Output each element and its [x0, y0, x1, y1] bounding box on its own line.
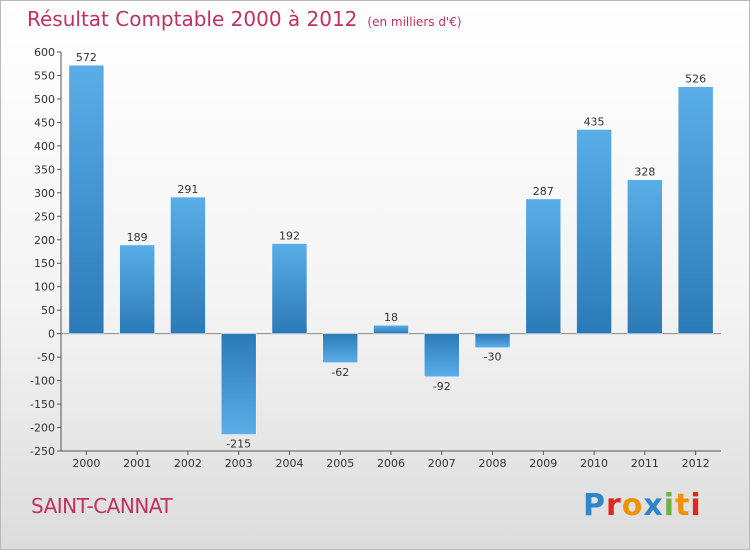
y-tick-label: 400 — [34, 140, 55, 153]
x-tick-label: 2003 — [225, 457, 253, 470]
x-tick-label: 2007 — [428, 457, 456, 470]
data-labels: 572 189 291 -215 192 -62 18 -92 -30 287 435 328 526 — [76, 51, 706, 450]
bar — [525, 198, 562, 334]
data-label: 18 — [384, 311, 398, 324]
y-tick-label: 550 — [34, 69, 55, 82]
data-label: 328 — [634, 166, 655, 179]
data-label: 189 — [127, 231, 148, 244]
y-tick-label: -200 — [30, 422, 55, 435]
logo-letter: P — [583, 488, 606, 523]
bar — [627, 179, 663, 334]
x-tick-label: 2009 — [529, 457, 557, 470]
bar — [424, 333, 460, 378]
title-unit: (en milliers d'€) — [367, 15, 462, 29]
data-label: 291 — [177, 183, 198, 196]
bar — [119, 244, 155, 334]
x-tick-label: 2004 — [275, 457, 303, 470]
logo-letter: i — [690, 488, 702, 523]
logo-letter: x — [643, 488, 664, 523]
logo-letter: r — [606, 488, 622, 523]
bar — [322, 333, 358, 364]
x-tick-label: 2002 — [174, 457, 202, 470]
y-tick-label: -100 — [30, 375, 55, 388]
y-tick-label: 0 — [48, 328, 55, 341]
y-tick-label: -50 — [37, 351, 55, 364]
y-tick-label: 500 — [34, 93, 55, 106]
data-label: 435 — [584, 115, 605, 128]
y-tick-label: 50 — [41, 304, 55, 317]
data-label: 192 — [279, 230, 300, 243]
y-tick-label: -250 — [30, 445, 55, 458]
x-tick-label: 2008 — [479, 457, 507, 470]
y-tick-label: 300 — [34, 187, 55, 200]
y-tick-label: 200 — [34, 234, 55, 247]
x-tick-label: 2000 — [72, 457, 100, 470]
y-tick-label: 600 — [34, 46, 55, 59]
logo-letter: o — [621, 488, 644, 523]
data-label: -30 — [484, 351, 502, 364]
title-main: Résultat Comptable 2000 à 2012 — [27, 7, 358, 31]
bars — [68, 64, 714, 435]
data-label: -62 — [331, 366, 349, 379]
x-tick-label: 2010 — [580, 457, 608, 470]
city-name: SAINT-CANNAT — [31, 494, 173, 518]
axes: 600550500450400350300250200150100500-50-… — [30, 46, 721, 470]
logo-letter: i — [663, 488, 676, 523]
x-tick-label: 2006 — [377, 457, 405, 470]
y-tick-label: 250 — [34, 210, 55, 223]
x-tick-label: 2001 — [123, 457, 151, 470]
x-tick-label: 2012 — [682, 457, 710, 470]
logo-letter: t — [675, 488, 691, 523]
chart-title: Résultat Comptable 2000 à 2012 (en millie… — [27, 7, 462, 31]
y-tick-label: 450 — [34, 116, 55, 129]
bar — [68, 64, 105, 334]
data-label: 572 — [76, 51, 97, 64]
bar — [677, 86, 714, 334]
bar — [170, 196, 206, 334]
data-label: 526 — [685, 73, 706, 86]
proxiti-logo[interactable]: Proxiti — [583, 488, 702, 523]
data-label: 287 — [533, 185, 554, 198]
x-tick-label: 2011 — [631, 457, 659, 470]
y-tick-label: -150 — [30, 398, 55, 411]
bar — [474, 333, 511, 348]
data-label: -215 — [226, 438, 251, 451]
x-tick-label: 2005 — [326, 457, 354, 470]
y-tick-label: 150 — [34, 257, 55, 270]
y-tick-label: 100 — [34, 281, 55, 294]
bar — [220, 333, 257, 435]
data-label: -92 — [433, 380, 451, 393]
bar — [576, 129, 612, 334]
bar — [271, 243, 308, 334]
bar — [373, 324, 409, 334]
y-tick-label: 350 — [34, 163, 55, 176]
